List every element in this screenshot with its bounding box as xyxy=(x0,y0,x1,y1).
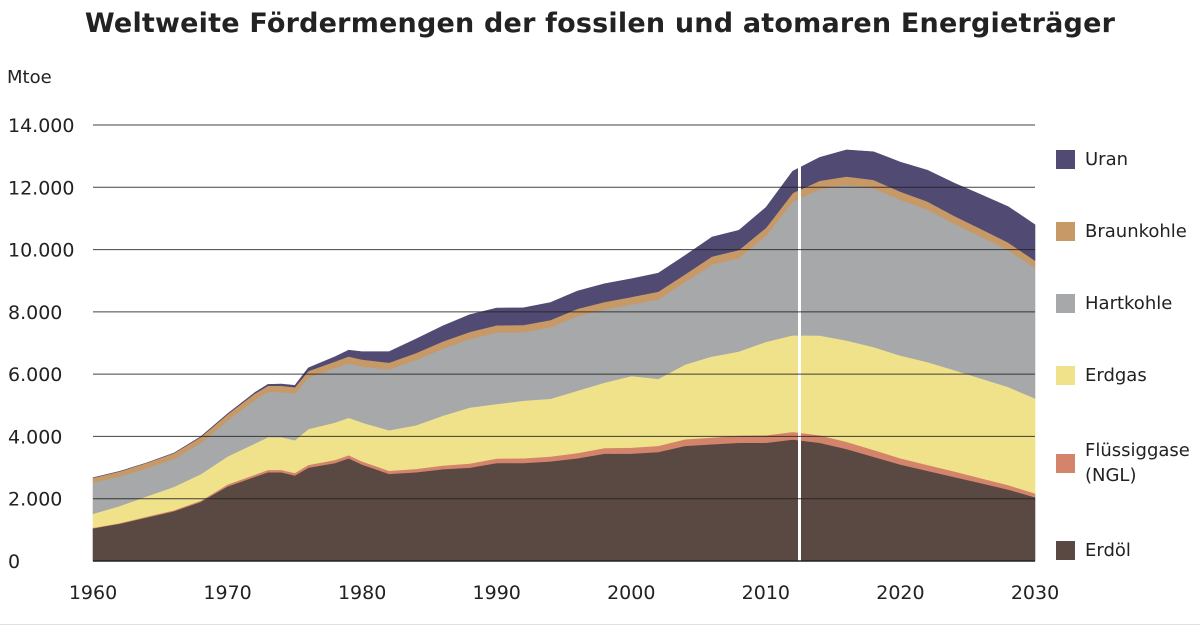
legend-item: Braunkohle xyxy=(1056,219,1187,244)
y-tick-label: 0 xyxy=(8,551,20,573)
legend-label: Flüssiggase (NGL) xyxy=(1085,440,1190,486)
legend-item: Uran xyxy=(1056,147,1128,172)
area-layers xyxy=(92,125,1036,562)
x-tick-label: 1980 xyxy=(338,582,386,604)
legend-item: Flüssiggase (NGL) xyxy=(1056,438,1190,488)
y-tick-label: 14.000 xyxy=(8,115,74,137)
legend-swatch xyxy=(1056,150,1075,169)
x-tick-label: 1960 xyxy=(69,582,117,604)
y-tick-label: 12.000 xyxy=(8,177,74,199)
legend-label: Hartkohle xyxy=(1085,293,1173,314)
area-series-5 xyxy=(92,149,1036,479)
legend-swatch xyxy=(1056,541,1075,560)
legend-label: Erdöl xyxy=(1085,540,1131,561)
legend-label: Uran xyxy=(1085,149,1129,170)
x-tick-label: 1970 xyxy=(203,582,251,604)
legend-label: Braunkohle xyxy=(1085,221,1187,242)
grid-lines xyxy=(93,124,1035,562)
legend-swatch xyxy=(1056,222,1075,241)
x-tick-label: 2020 xyxy=(876,582,924,604)
legend-item: Erdgas xyxy=(1056,363,1147,388)
legend-item: Erdöl xyxy=(1056,538,1131,563)
legend-label: Erdgas xyxy=(1085,365,1147,386)
legend-swatch xyxy=(1056,294,1075,313)
x-tick-label: 1990 xyxy=(473,582,521,604)
chart-title: Weltweite Fördermengen der fossilen und … xyxy=(84,8,1116,39)
y-tick-labels: 0 2.000 4.000 6.000 8.000 10.000 12.000 14.000 xyxy=(8,115,74,573)
y-tick-label: 6.000 xyxy=(8,364,62,386)
y-axis-unit-label: Mtoe xyxy=(7,67,52,88)
legend-swatch xyxy=(1056,453,1075,473)
x-tick-label: 2000 xyxy=(607,582,655,604)
y-tick-label: 4.000 xyxy=(8,426,62,448)
y-tick-label: 10.000 xyxy=(8,240,74,262)
y-tick-label: 2.000 xyxy=(8,489,62,511)
bottom-rule xyxy=(0,624,1200,625)
legend-swatch xyxy=(1056,366,1075,385)
y-tick-label: 8.000 xyxy=(8,302,62,324)
x-tick-label: 2010 xyxy=(742,582,790,604)
x-tick-label: 2030 xyxy=(1011,582,1059,604)
x-tick-labels: 1960 1970 1980 1990 2000 2010 2020 2030 xyxy=(69,582,1059,604)
legend: Uran Braunkohle Hartkohle Erdgas Flüssiggase… xyxy=(1056,0,1200,630)
legend-item: Hartkohle xyxy=(1056,291,1172,316)
